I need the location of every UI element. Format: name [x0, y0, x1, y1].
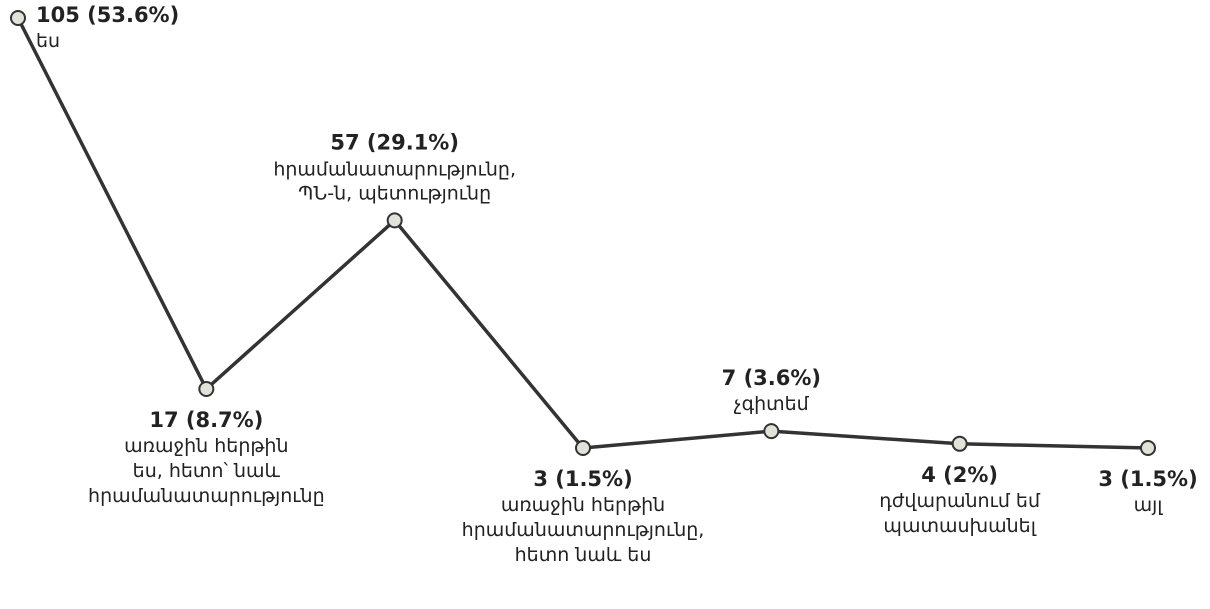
line	[16, 17, 1149, 450]
point-label: 3 (1.5%) առաջին հերթին հրամանատարությունը…	[462, 466, 705, 567]
point-label: 105 (53.6%) ես	[36, 2, 179, 54]
category-label: ես	[36, 30, 61, 53]
category-label: հրամանատարությունը, ՊՆ-ն, պետությունը	[273, 157, 516, 205]
category-label: առաջին հերթին հրամանատարությունը, հետո ն…	[461, 494, 705, 566]
value-label: 57 (29.1%)	[330, 130, 459, 155]
category-label: այլ	[1133, 494, 1163, 517]
value-label: 4 (2%)	[921, 462, 999, 487]
point-label: 17 (8.7%) առաջին հերթին ես, հետո՝ նաև հրա…	[88, 407, 325, 508]
value-label: 7 (3.6%)	[721, 366, 822, 391]
point	[575, 440, 591, 456]
point	[198, 380, 215, 397]
point	[763, 423, 780, 440]
category-label: առաջին հերթին ես, հետո՝ նաև հրամանատարու…	[88, 435, 325, 507]
value-label: 17 (8.7%)	[149, 407, 264, 432]
value-label: 3 (1.5%)	[1098, 467, 1198, 491]
point	[386, 212, 403, 229]
point-label: 3 (1.5%) այլ	[1098, 466, 1197, 518]
value-label: 105 (53.6%)	[36, 3, 180, 27]
value-label: 3 (1.5%)	[533, 467, 633, 491]
point	[1140, 440, 1156, 456]
point	[10, 10, 26, 26]
point-label: 7 (3.6%) չգիտեմ	[722, 365, 821, 417]
point	[951, 435, 968, 452]
category-label: դժվարանում եմ պատասխանել	[879, 490, 1041, 537]
point-label: 4 (2%) դժվարանում եմ պատասխանել	[879, 462, 1040, 539]
category-label: չգիտեմ	[733, 393, 809, 416]
point-label: 57 (29.1%) հրամանատարությունը, ՊՆ-ն, պետո…	[273, 130, 516, 207]
